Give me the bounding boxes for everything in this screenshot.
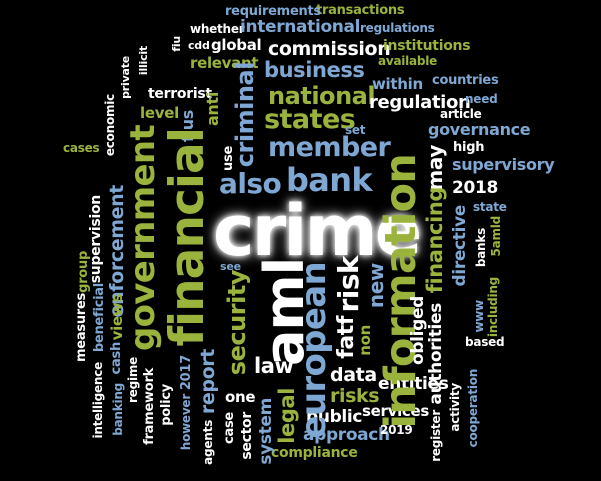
word-register: register [429,410,443,462]
word-www: www [472,300,486,333]
word-institutions: institutions [383,38,471,54]
word-crime: crime [213,190,422,272]
word-states: states [264,104,356,135]
word-supervisory: supervisory [452,155,555,174]
word-beneficial: beneficial [92,283,107,353]
word-risk: risk [332,256,365,313]
word-economic: economic [103,94,117,157]
word-framework: framework [142,368,157,445]
word-member: member [268,132,391,163]
word-policy: policy [159,384,174,426]
word-group: group [76,251,91,293]
word-article: article [440,107,482,121]
word-intelligence: intelligence [91,362,105,439]
word-set: set [345,123,366,137]
word-legal: legal [275,388,299,444]
word-international: international [240,17,361,37]
word-information: information [376,154,426,429]
word-level: level [140,104,179,122]
word-services: services [362,402,430,420]
word-public: public [306,407,363,427]
word-global: global [211,36,262,54]
word-european: european [294,262,334,439]
word-one: one [225,388,256,406]
word-high: high [453,140,485,155]
word-cdd: cdd [188,39,210,52]
word-business: business [264,58,365,82]
word-2018: 2018 [452,178,498,198]
word-need: need [465,92,498,106]
word-commission: commission [268,38,391,60]
word-measures: measures [74,293,89,363]
word-however: however [179,394,193,451]
word-fiu: fiu [170,36,183,52]
word-entities: entities [378,374,449,394]
word-including: including [486,277,500,338]
word-law: law [254,354,294,378]
word-government: government [123,125,163,352]
word-fatf: fatf [334,316,359,359]
word-illicit: illicit [137,46,150,76]
word-non: non [356,325,374,356]
word-supervision: supervision [88,195,104,284]
word-authorities: authorities [426,303,446,405]
word-data: data [330,364,377,386]
word-agents: agents [201,420,215,465]
word-governance: governance [428,120,531,139]
word-bank: bank [286,161,373,199]
word-obliged: obliged [408,296,428,365]
word-countries: countries [432,73,499,88]
word-system: system [256,398,276,465]
word-anti: anti [203,92,222,127]
word-private: private [119,56,132,99]
word-regime: regime [126,357,140,403]
word-may: may [423,145,447,191]
word-cash: cash [109,342,124,375]
word-see: see [220,260,241,273]
word-whether: whether [190,22,245,36]
word-available: available [378,54,438,68]
word-transactions: transactions [316,3,405,18]
word-5amld: 5amld [489,216,503,257]
word-financial: financial [160,128,215,347]
word-national: national [268,82,376,110]
word-security: security [223,270,251,376]
word-requirements: requirements [225,4,321,19]
word-risks: risks [330,385,380,407]
word-state: state [473,200,507,214]
word-terrorist: terrorist [148,86,212,102]
word-2019: 2019 [380,423,413,437]
word-relevant: relevant [190,54,259,72]
word-criminal: criminal [231,62,259,168]
word-within: within [372,75,423,93]
word-regulation: regulation [369,92,471,113]
word-approach: approach [303,425,390,445]
word-cooperation: cooperation [466,369,480,448]
word-sector: sector [239,412,255,460]
word-banking: banking [111,383,125,436]
word-views: views [108,294,126,341]
word-activity: activity [448,383,462,432]
word-also: also [219,167,282,200]
word-banks: banks [474,228,488,268]
word-regulations: regulations [360,21,435,35]
word-based-h: based [465,335,505,349]
word-directive: directive [450,205,470,287]
word-compliance: compliance [271,445,358,461]
word-use: use [221,146,236,172]
word-financing: financing [423,187,447,294]
word-case: case [222,412,237,444]
word-report: report [197,349,219,415]
word-2017: 2017 [179,355,194,391]
word-cases: cases [63,141,100,155]
